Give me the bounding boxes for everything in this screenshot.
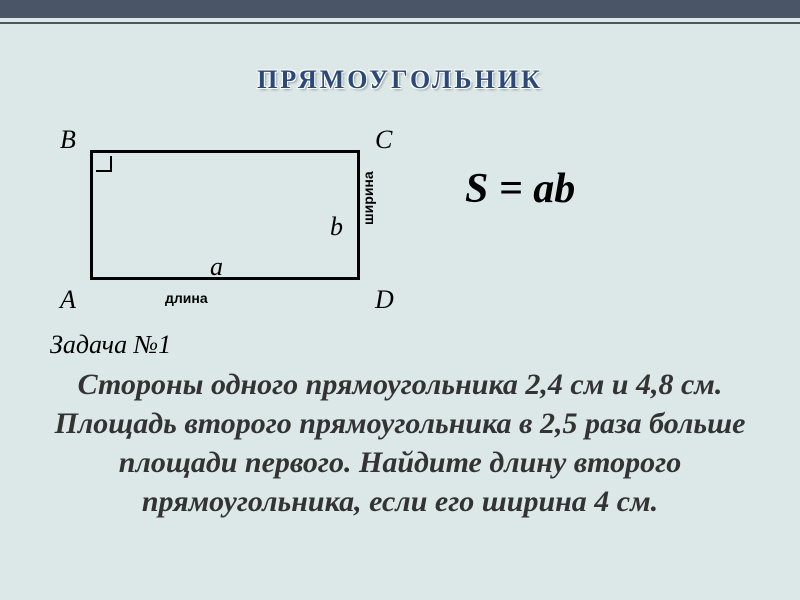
area-formula: S = ab [465, 165, 575, 213]
rectangle-diagram [90, 150, 360, 280]
task-number: Задача №1 [50, 330, 171, 360]
right-angle-marker [96, 156, 112, 172]
task-text: Стороны одного прямоугольника 2,4 см и 4… [40, 365, 760, 521]
side-label-a: a [210, 252, 223, 282]
top-bar [0, 0, 800, 18]
page-title: ПРЯМОУГОЛЬНИК [0, 65, 800, 95]
width-label: ширина [360, 171, 376, 225]
vertex-label-D: D [375, 285, 394, 315]
top-bar-line [0, 22, 800, 24]
side-label-b: b [330, 212, 343, 242]
vertex-label-B: B [60, 125, 76, 155]
vertex-label-A: A [60, 285, 76, 315]
length-label: длина [165, 290, 208, 306]
vertex-label-C: C [375, 125, 392, 155]
